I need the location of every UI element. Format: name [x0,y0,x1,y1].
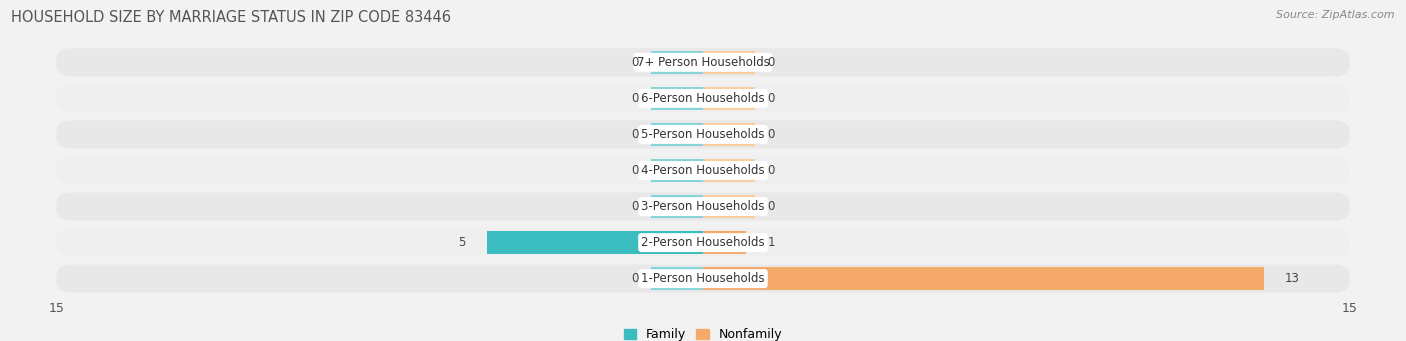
FancyBboxPatch shape [56,120,1350,149]
Bar [703,232,747,254]
Text: 0: 0 [631,164,638,177]
Text: 0: 0 [631,56,638,69]
Text: 0: 0 [768,128,775,141]
Bar [703,51,755,74]
Text: HOUSEHOLD SIZE BY MARRIAGE STATUS IN ZIP CODE 83446: HOUSEHOLD SIZE BY MARRIAGE STATUS IN ZIP… [11,10,451,25]
Bar [651,195,703,218]
Text: 3-Person Households: 3-Person Households [641,200,765,213]
Bar [651,159,703,182]
Text: 0: 0 [631,128,638,141]
Text: 5-Person Households: 5-Person Households [641,128,765,141]
Text: 0: 0 [768,92,775,105]
Bar [651,267,703,290]
Text: 0: 0 [631,272,638,285]
Text: 4-Person Households: 4-Person Households [641,164,765,177]
FancyBboxPatch shape [56,228,1350,257]
Text: 1: 1 [768,236,775,249]
FancyBboxPatch shape [56,265,1350,293]
FancyBboxPatch shape [56,192,1350,221]
Text: 2-Person Households: 2-Person Households [641,236,765,249]
Text: 7+ Person Households: 7+ Person Households [637,56,769,69]
Legend: Family, Nonfamily: Family, Nonfamily [619,323,787,341]
Bar [703,123,755,146]
FancyBboxPatch shape [56,84,1350,113]
Bar [703,159,755,182]
Bar [651,51,703,74]
FancyBboxPatch shape [56,48,1350,76]
Bar [703,87,755,109]
Bar [703,267,1264,290]
Text: Source: ZipAtlas.com: Source: ZipAtlas.com [1277,10,1395,20]
Text: 0: 0 [768,164,775,177]
FancyBboxPatch shape [56,157,1350,184]
Bar [651,87,703,109]
Text: 6-Person Households: 6-Person Households [641,92,765,105]
Text: 13: 13 [1285,272,1301,285]
Text: 0: 0 [631,92,638,105]
Text: 5: 5 [458,236,465,249]
Bar [703,195,755,218]
Bar [651,123,703,146]
Text: 0: 0 [768,56,775,69]
Text: 1-Person Households: 1-Person Households [641,272,765,285]
Text: 0: 0 [631,200,638,213]
Text: 0: 0 [768,200,775,213]
Bar [488,232,703,254]
